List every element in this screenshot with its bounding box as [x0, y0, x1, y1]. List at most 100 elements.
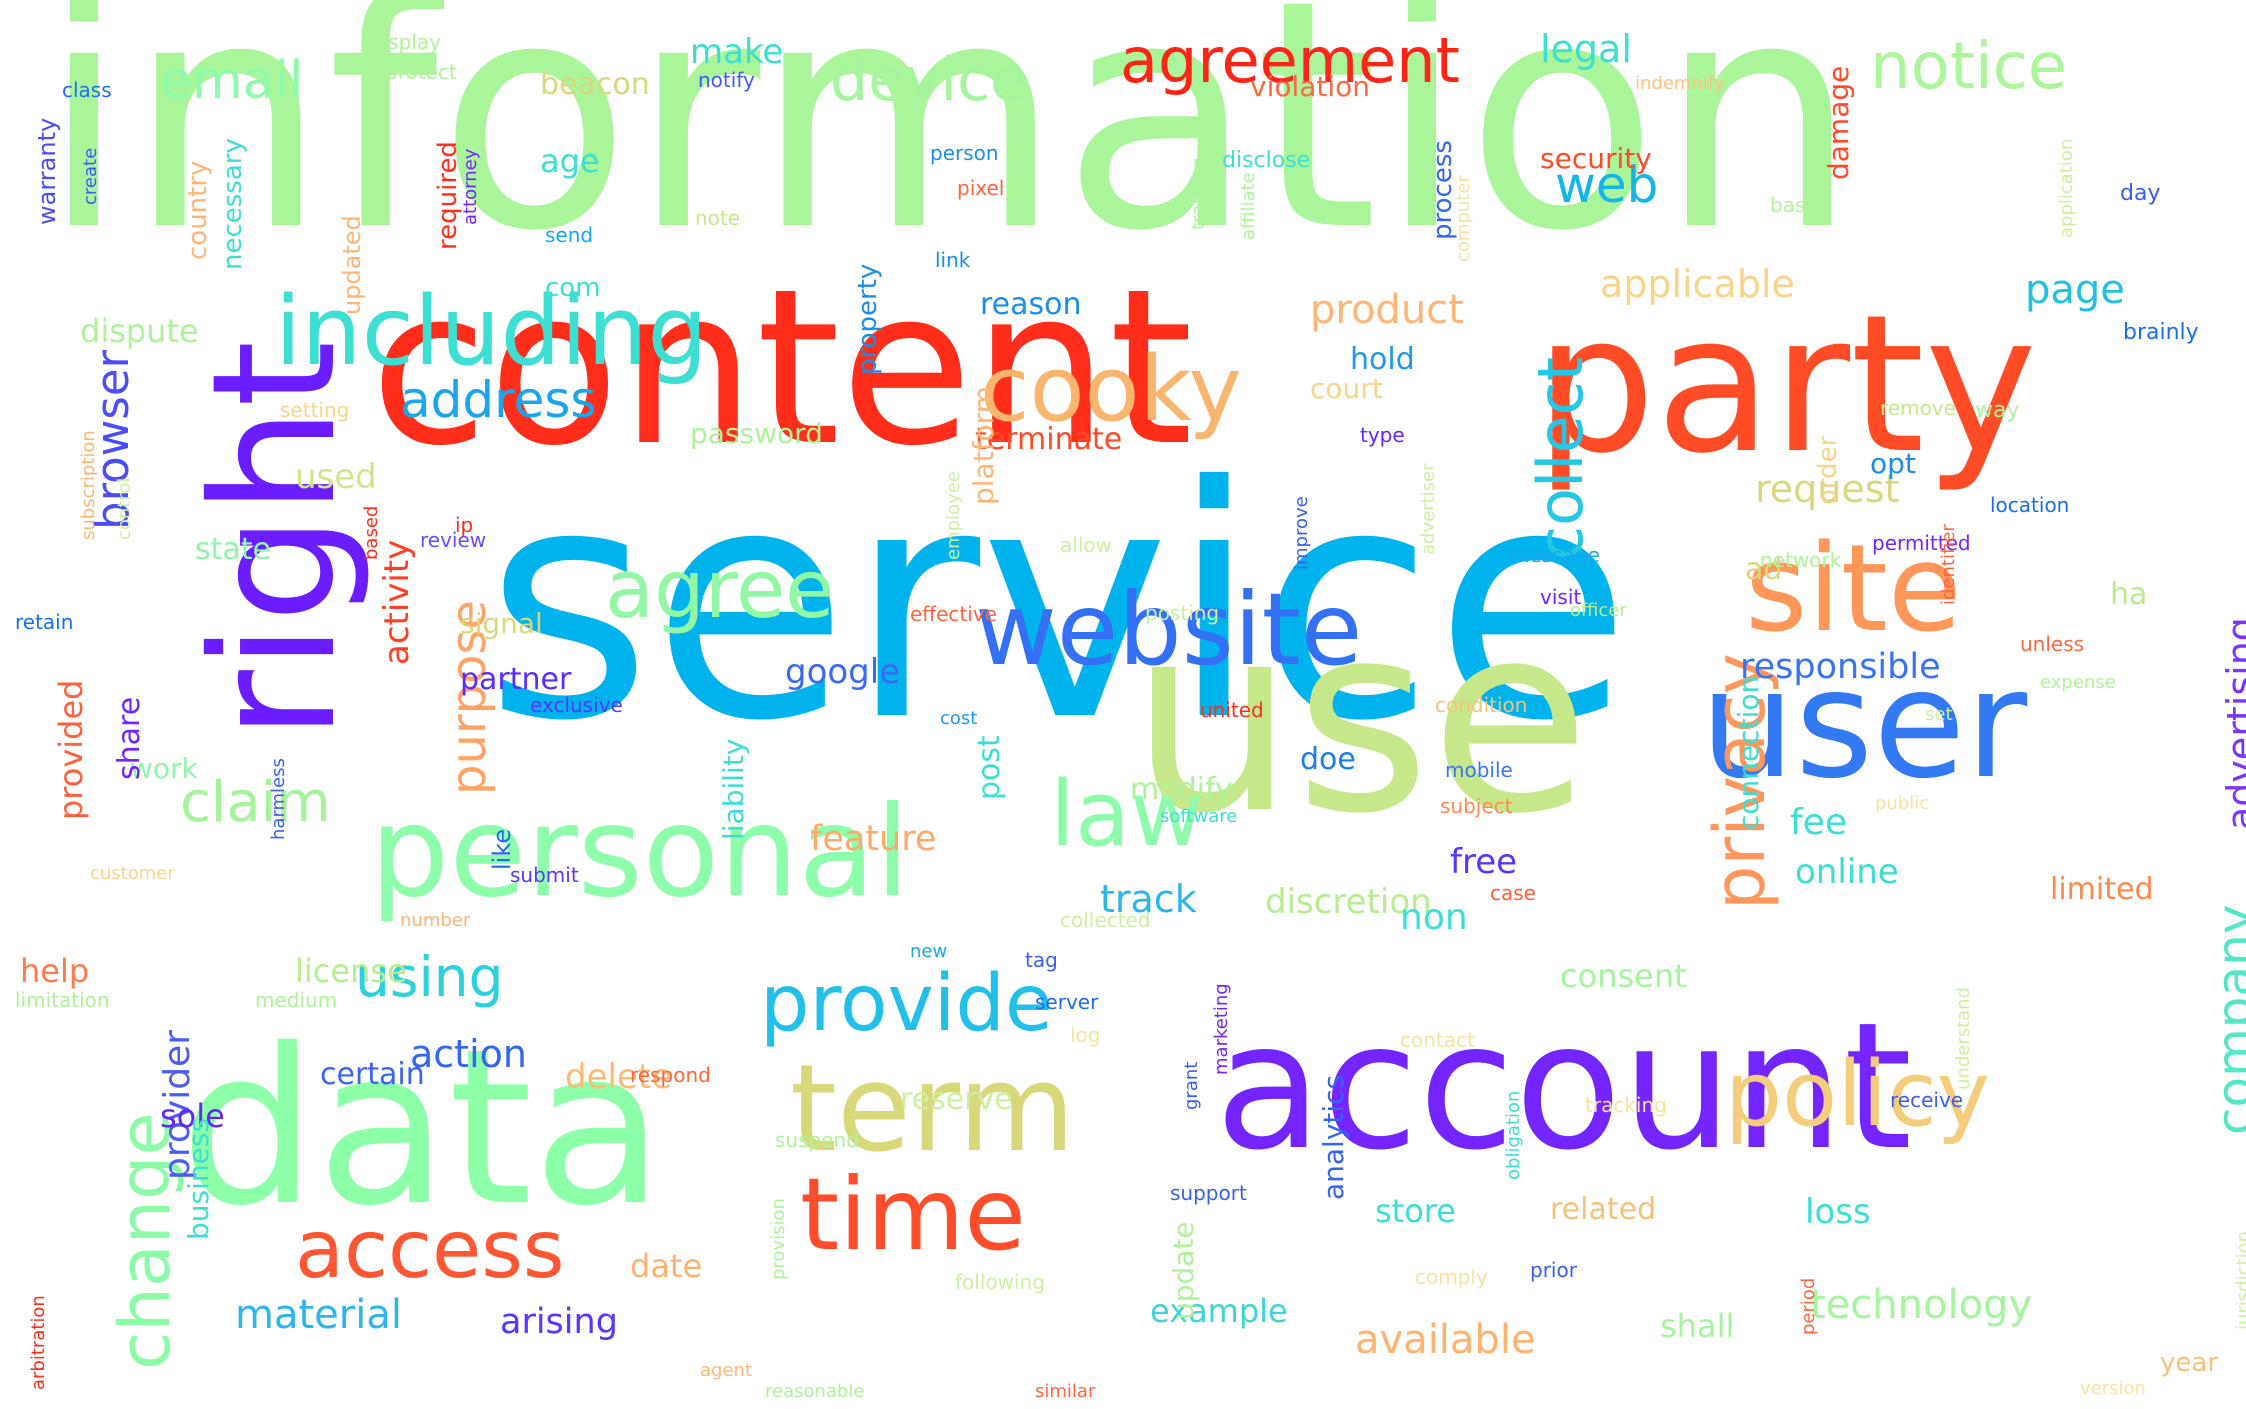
- word-ip: ip: [455, 513, 474, 537]
- word-agent: agent: [700, 1360, 752, 1381]
- word-expense: expense: [2040, 672, 2116, 693]
- word-collected: collected: [1060, 908, 1151, 932]
- word-notice: notice: [1870, 30, 2068, 104]
- word-protect: protect: [385, 60, 457, 84]
- word-necessary: necessary: [218, 138, 248, 270]
- word-grant: grant: [1181, 1061, 1202, 1110]
- word-required: required: [433, 141, 463, 250]
- word-store: store: [1375, 1192, 1456, 1230]
- word-suspend: suspend: [775, 1128, 859, 1152]
- word-policy: policy: [1725, 1042, 1990, 1147]
- word-damage: damage: [1822, 65, 1855, 180]
- word-fee: fee: [1790, 802, 1847, 843]
- word-post: post: [972, 735, 1007, 800]
- word-reasonable: reasonable: [765, 1381, 865, 1402]
- word-subscription: subscription: [78, 430, 99, 540]
- word-party: party: [1535, 274, 2038, 495]
- word-country: country: [183, 160, 213, 260]
- word-email: email: [160, 51, 304, 111]
- word-way: way: [1975, 398, 2020, 423]
- word-responsible: responsible: [1740, 647, 1941, 687]
- word-request: request: [1755, 467, 1900, 511]
- word-use: use: [1130, 569, 1591, 871]
- word-cost: cost: [940, 708, 978, 729]
- word-license: license: [295, 952, 407, 990]
- word-property: property: [853, 263, 883, 375]
- word-product: product: [1310, 287, 1464, 333]
- word-loss: loss: [1805, 1192, 1871, 1232]
- word-public: public: [1875, 793, 1930, 814]
- word-google: google: [785, 652, 901, 692]
- word-version: version: [2080, 1378, 2146, 1399]
- word-display: display: [370, 30, 442, 54]
- word-address: address: [400, 371, 597, 429]
- word-case: case: [1490, 881, 1536, 905]
- word-liability: liability: [717, 738, 750, 840]
- word-understand: understand: [1953, 986, 1974, 1090]
- word-pixel: pixel: [957, 176, 1005, 200]
- word-company: company: [2206, 904, 2246, 1135]
- word-type: type: [1360, 423, 1405, 447]
- word-date: date: [630, 1247, 703, 1285]
- word-brainly: brainly: [2123, 320, 2199, 345]
- word-delete: delete: [565, 1057, 673, 1097]
- word-ad: ad: [1745, 552, 1783, 587]
- word-technology: technology: [1810, 1282, 2033, 1328]
- word-indemnify: indemnify: [1635, 73, 1725, 94]
- word-subject: subject: [1440, 794, 1513, 818]
- word-remove: remove: [1880, 396, 1956, 420]
- word-update: update: [1167, 1221, 1200, 1320]
- word-violation: violation: [1250, 70, 1371, 103]
- word-server: server: [1035, 990, 1099, 1014]
- word-password: password: [690, 417, 823, 450]
- word-warranty: warranty: [33, 117, 61, 225]
- word-tracking: tracking: [1585, 1093, 1667, 1117]
- word-feature: feature: [810, 819, 937, 859]
- word-log: log: [1070, 1023, 1101, 1047]
- word-transfer: transfer: [1188, 158, 1209, 230]
- word-message: message: [1510, 543, 1600, 567]
- word-share: share: [112, 696, 147, 780]
- word-agreement: agreement: [1120, 24, 1460, 97]
- word-analytics: analytics: [1317, 1074, 1350, 1200]
- word-retain: retain: [15, 610, 74, 634]
- word-arising: arising: [500, 1302, 618, 1342]
- word-send: send: [545, 223, 594, 247]
- word-sole: sole: [160, 1097, 225, 1135]
- word-track: track: [1100, 877, 1197, 921]
- word-software: software: [1160, 806, 1238, 827]
- word-legal: legal: [1540, 27, 1632, 71]
- word-non: non: [1400, 897, 1468, 938]
- word-prior: prior: [1530, 1258, 1577, 1282]
- word-access: access: [295, 1203, 565, 1296]
- word-network: network: [1760, 548, 1842, 572]
- word-claim: claim: [180, 770, 331, 835]
- word-cooky: cooky: [980, 337, 1242, 442]
- word-visit: visit: [1540, 585, 1582, 609]
- word-attorney: attorney: [460, 148, 481, 225]
- word-material: material: [235, 1292, 402, 1338]
- word-identifier: identifier: [1938, 524, 1959, 605]
- word-advertiser: advertiser: [1418, 463, 1439, 556]
- word-partner: partner: [460, 662, 572, 697]
- word-computer: computer: [1453, 175, 1474, 262]
- word-page: page: [2025, 267, 2125, 313]
- word-officer: officer: [1570, 600, 1627, 621]
- word-website: website: [975, 571, 1363, 688]
- word-work: work: [130, 752, 198, 785]
- word-data: data: [180, 1002, 665, 1253]
- word-online: online: [1795, 852, 1899, 892]
- word-activity: activity: [377, 539, 417, 665]
- word-united: united: [1200, 698, 1264, 722]
- word-effective: effective: [910, 602, 997, 626]
- word-collect: collect: [1524, 356, 1597, 560]
- word-limitation: limitation: [15, 988, 110, 1012]
- word-account: account: [1215, 986, 1913, 1189]
- word-basis: basis: [1770, 193, 1822, 217]
- word-security: security: [1540, 142, 1652, 175]
- word-reason: reason: [980, 287, 1082, 322]
- word-number: number: [400, 910, 471, 931]
- word-applicable: applicable: [1600, 262, 1795, 306]
- word-posting: posting: [1145, 601, 1220, 625]
- word-unless: unless: [2020, 632, 2085, 656]
